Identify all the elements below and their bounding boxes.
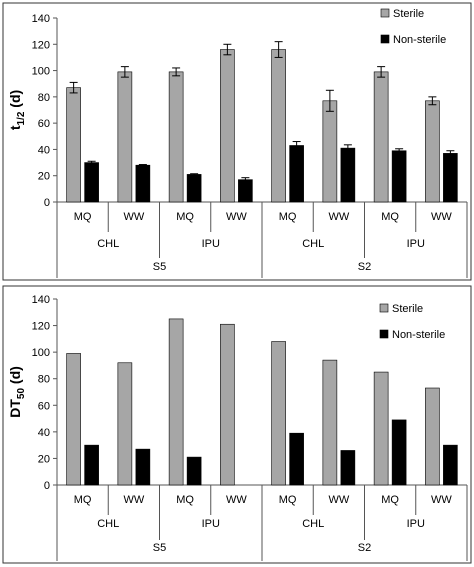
bar-non-sterile [340, 147, 356, 203]
x-category-label: MQ [279, 211, 297, 223]
x-category-label: MQ [279, 494, 297, 506]
y-axis-label-unit: (d) [7, 366, 23, 388]
x-category-label: WW [226, 211, 247, 223]
x-category-label: WW [431, 211, 452, 223]
bar-non-sterile [289, 432, 304, 486]
x-category-label: WW [328, 494, 349, 506]
x-supergroup-label: S2 [358, 542, 371, 554]
y-tick-label: 40 [38, 144, 50, 156]
bar-sterile [322, 359, 338, 486]
y-tick-label: 120 [32, 39, 50, 51]
x-category-label: WW [226, 494, 247, 506]
bar-sterile [66, 353, 81, 486]
bar-non-sterile [186, 456, 202, 486]
x-supergroup-label: S2 [358, 261, 371, 273]
x-group-label: IPU [202, 238, 220, 250]
bar-sterile [373, 71, 389, 203]
legend-label: Non-sterile [392, 329, 445, 341]
bar-non-sterile [84, 444, 99, 486]
legend-swatch-sterile [380, 8, 390, 18]
x-category-label: WW [123, 211, 144, 223]
y-tick-label: 140 [32, 294, 50, 306]
y-axis-label: DT50 (d) [7, 366, 27, 418]
bar-sterile [271, 341, 286, 486]
x-category-label: MQ [176, 211, 194, 223]
bar-sterile [425, 387, 440, 486]
bar-sterile [117, 362, 133, 486]
y-tick-label: 20 [38, 453, 50, 465]
chart-panel-2: 0 20 40 60 80 100 120 140 DT50 (d) MQ WW MQ WW MQ WW MQ… [2, 285, 472, 564]
x-supergroup-label: S5 [153, 261, 166, 273]
bar-non-sterile [340, 450, 356, 486]
bar-non-sterile [238, 179, 253, 203]
y-tick-label: 80 [38, 92, 50, 104]
y-tick-label: 120 [32, 321, 50, 333]
y-axis-label-sub: 50 [16, 388, 27, 400]
bar-sterile [168, 71, 184, 203]
y-tick-label: 20 [38, 171, 50, 183]
y-tick-label: 100 [32, 347, 50, 359]
bar-non-sterile [391, 150, 407, 203]
bar-sterile [271, 49, 286, 203]
x-category-label: MQ [381, 494, 399, 506]
y-axis-label-main: DT [7, 399, 23, 418]
bar-sterile [373, 371, 389, 486]
y-axis-label-main: t [7, 125, 23, 130]
y-tick-label: 40 [38, 427, 50, 439]
bar-sterile [220, 49, 235, 203]
x-group-label: CHL [302, 238, 324, 250]
y-axis-label-unit: (d) [7, 90, 23, 112]
y-tick-label: 0 [44, 480, 50, 492]
legend-label: Non-sterile [393, 34, 446, 46]
bar-non-sterile [186, 174, 202, 203]
bar-non-sterile [289, 145, 304, 203]
x-group-label: CHL [302, 518, 324, 530]
x-group-label: IPU [407, 518, 425, 530]
bar-non-sterile [135, 164, 151, 203]
panel-border [2, 285, 472, 564]
x-category-label: MQ [176, 494, 194, 506]
y-axis-label-sub: 1/2 [16, 111, 27, 125]
panel-border [2, 2, 472, 281]
x-category-label: WW [431, 494, 452, 506]
y-tick-label: 80 [38, 374, 50, 386]
y-tick-label: 60 [38, 400, 50, 412]
x-supergroup-label: S5 [153, 542, 166, 554]
x-group-label: CHL [97, 238, 119, 250]
x-group-label: CHL [97, 518, 119, 530]
x-group-label: IPU [407, 238, 425, 250]
y-axis-label: t1/2 (d) [7, 90, 27, 130]
y-tick-label: 0 [44, 197, 50, 209]
bar-sterile [322, 100, 338, 203]
x-category-label: MQ [381, 211, 399, 223]
bar-non-sterile [443, 153, 458, 203]
legend-swatch-non-sterile [379, 329, 389, 339]
y-tick-label: 140 [32, 13, 50, 25]
x-category-label: WW [328, 211, 349, 223]
legend-swatch-non-sterile [380, 34, 390, 44]
legend-label: Sterile [392, 303, 423, 315]
bar-sterile [425, 100, 440, 203]
y-tick-label: 100 [32, 66, 50, 78]
x-group-label: IPU [202, 518, 220, 530]
legend-swatch-sterile [379, 303, 389, 313]
bar-sterile [66, 87, 81, 203]
x-category-label: MQ [74, 211, 92, 223]
bar-non-sterile [84, 162, 99, 203]
bar-non-sterile [391, 419, 407, 486]
y-tick-label: 60 [38, 118, 50, 130]
bar-sterile [220, 323, 235, 486]
bar-non-sterile [443, 444, 458, 486]
legend-label: Sterile [393, 8, 424, 20]
bar-non-sterile [135, 448, 151, 486]
bar-sterile [168, 318, 184, 486]
x-category-label: MQ [74, 494, 92, 506]
x-category-label: WW [123, 494, 144, 506]
bar-sterile [117, 71, 133, 203]
chart-panel-1: 0 20 40 60 80 100 120 140 t1/2 (d) MQ WW MQ WW MQ WW MQ… [2, 2, 472, 281]
